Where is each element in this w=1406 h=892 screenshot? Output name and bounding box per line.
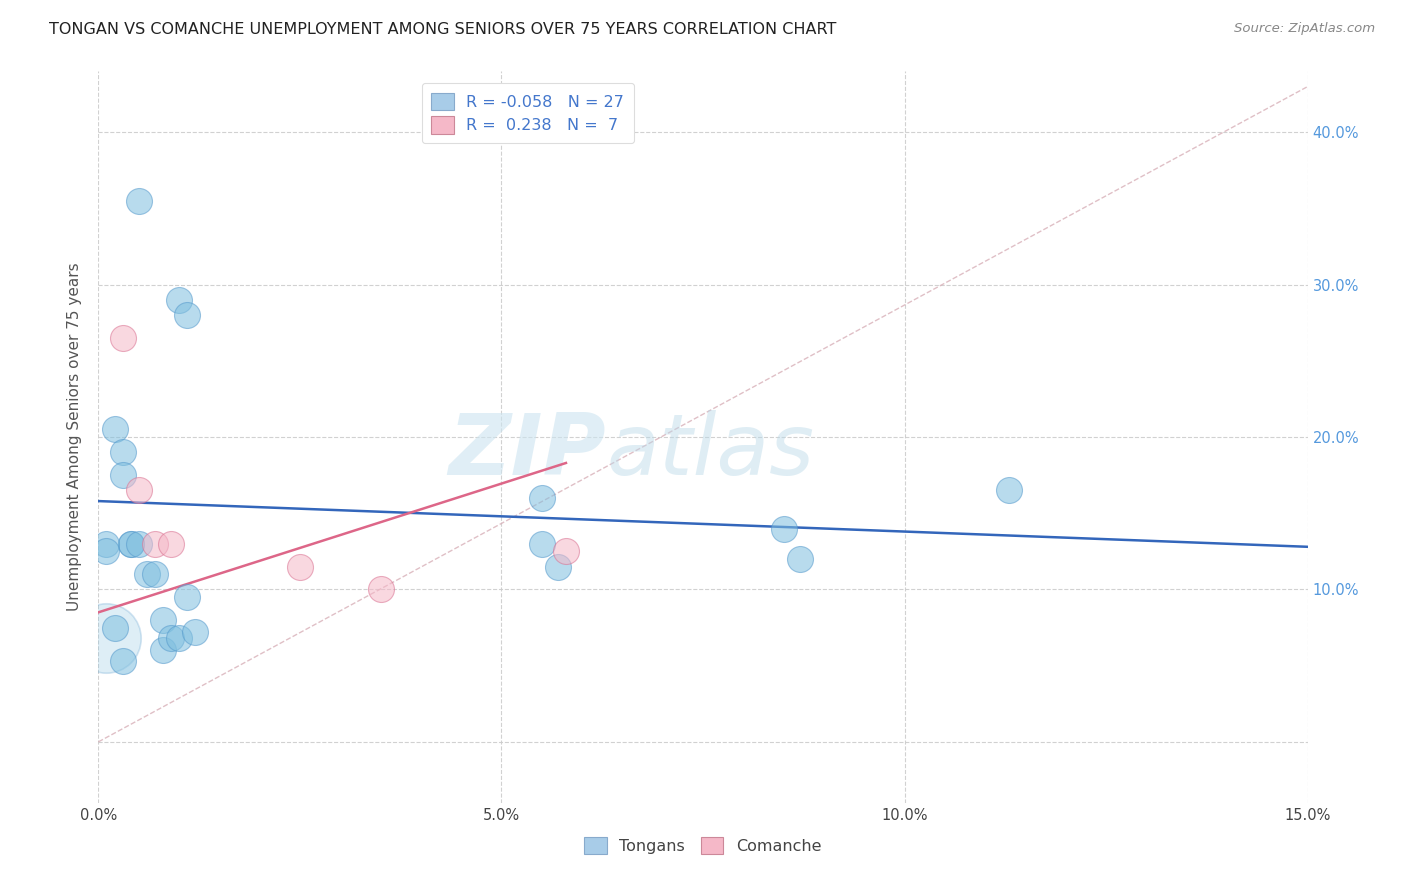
Point xyxy=(184,625,207,640)
Text: ZIP: ZIP xyxy=(449,410,606,493)
Point xyxy=(998,483,1021,498)
Point xyxy=(96,544,118,558)
Point xyxy=(152,613,174,627)
Point xyxy=(111,468,134,483)
Point xyxy=(111,654,134,668)
Point xyxy=(530,491,553,505)
Point xyxy=(111,445,134,459)
Point xyxy=(167,632,190,646)
Point xyxy=(530,537,553,551)
Point xyxy=(160,537,183,551)
Point xyxy=(288,559,311,574)
Point xyxy=(96,537,118,551)
Point xyxy=(160,632,183,646)
Text: TONGAN VS COMANCHE UNEMPLOYMENT AMONG SENIORS OVER 75 YEARS CORRELATION CHART: TONGAN VS COMANCHE UNEMPLOYMENT AMONG SE… xyxy=(49,22,837,37)
Point xyxy=(370,582,392,597)
Point xyxy=(120,537,142,551)
Point xyxy=(789,552,811,566)
Text: atlas: atlas xyxy=(606,410,814,493)
Point xyxy=(128,194,150,208)
Point xyxy=(772,521,794,535)
Point xyxy=(103,621,125,635)
Y-axis label: Unemployment Among Seniors over 75 years: Unemployment Among Seniors over 75 years xyxy=(67,263,83,611)
Point xyxy=(555,544,578,558)
Point xyxy=(96,632,118,646)
Point xyxy=(167,293,190,307)
Point xyxy=(128,483,150,498)
Legend: Tongans, Comanche: Tongans, Comanche xyxy=(578,830,828,861)
Text: Source: ZipAtlas.com: Source: ZipAtlas.com xyxy=(1234,22,1375,36)
Point xyxy=(120,537,142,551)
Point xyxy=(128,537,150,551)
Point xyxy=(143,537,166,551)
Point xyxy=(111,331,134,345)
Point xyxy=(152,643,174,657)
Point xyxy=(135,567,157,582)
Point xyxy=(176,308,198,322)
Point xyxy=(547,559,569,574)
Point xyxy=(143,567,166,582)
Point xyxy=(103,422,125,436)
Point xyxy=(176,590,198,604)
